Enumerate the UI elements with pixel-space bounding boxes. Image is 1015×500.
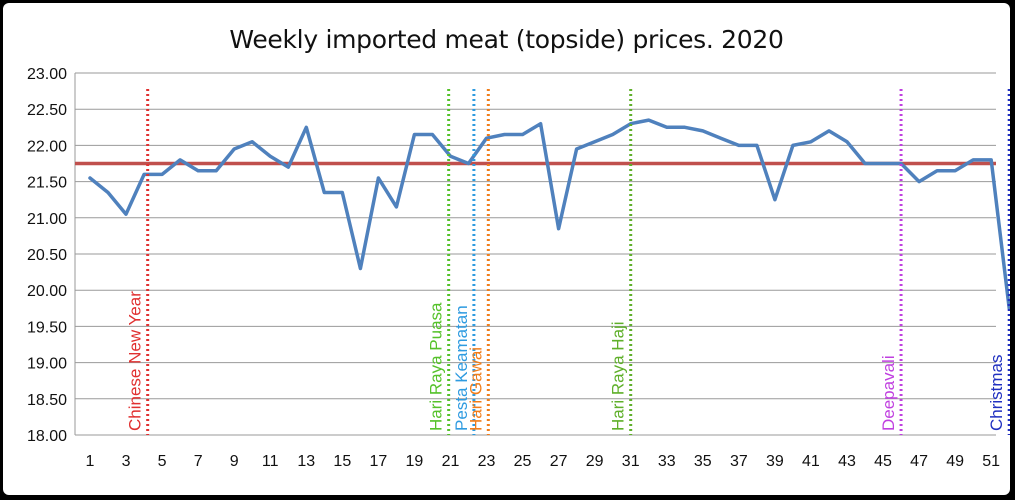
x-tick-label: 11 (262, 453, 279, 470)
price-series-line (88, 118, 1010, 311)
x-tick-label: 23 (478, 453, 496, 470)
x-tick-label: 49 (946, 453, 964, 470)
x-tick-label: 7 (194, 453, 203, 470)
x-tick-label: 15 (333, 453, 351, 470)
gridlines (74, 72, 996, 436)
event-label: Hari Gawai (466, 347, 485, 431)
y-tick-label: 19.00 (27, 356, 67, 373)
x-tick-label: 1 (86, 453, 95, 470)
x-tick-label: 25 (514, 453, 532, 470)
chart-frame: Weekly imported meat (topside) prices. 2… (3, 3, 1010, 495)
y-tick-label: 18.00 (27, 428, 67, 445)
y-tick-label: 18.50 (27, 392, 67, 409)
x-tick-label: 13 (297, 453, 315, 470)
x-tick-label: 47 (910, 453, 928, 470)
y-tick-label: 20.50 (27, 247, 67, 264)
x-tick-label: 51 (982, 453, 1000, 470)
x-tick-label: 21 (442, 453, 460, 470)
y-tick-label: 19.50 (27, 319, 67, 336)
x-tick-label: 29 (586, 453, 604, 470)
x-tick-label: 39 (766, 453, 784, 470)
x-tick-label: 37 (730, 453, 748, 470)
x-tick-label: 33 (658, 453, 676, 470)
y-tick-label: 21.50 (27, 175, 67, 192)
series-group (88, 118, 1010, 311)
x-tick-label: 43 (838, 453, 856, 470)
event-label: Pesta Keamatan (452, 305, 471, 431)
event-label: Hari Raya Puasa (427, 302, 446, 431)
y-tick-label: 22.50 (27, 102, 67, 119)
x-tick-label: 19 (406, 453, 424, 470)
y-axis: 18.00 18.50 19.00 19.50 20.00 20.50 21.00 21.50… (27, 66, 67, 445)
event-label: Chinese New Year (126, 291, 145, 431)
event-label: Deepavali (879, 355, 898, 431)
y-tick-label: 21.00 (27, 211, 67, 228)
x-tick-label: 41 (802, 453, 820, 470)
y-tick-label: 20.00 (27, 283, 67, 300)
event-label: Hari Raya Haji (609, 321, 628, 431)
chart-title: Weekly imported meat (topside) prices. 2… (229, 25, 784, 54)
x-tick-label: 17 (369, 453, 387, 470)
x-tick-label: 45 (874, 453, 892, 470)
event-label: Christmas (987, 354, 1006, 431)
y-tick-label: 23.00 (27, 66, 67, 83)
x-tick-label: 5 (158, 453, 167, 470)
x-tick-label: 35 (694, 453, 712, 470)
x-tick-label: 31 (622, 453, 640, 470)
x-tick-label: 9 (230, 453, 239, 470)
y-tick-label: 22.00 (27, 138, 67, 155)
x-tick-label: 27 (550, 453, 568, 470)
x-axis: 1 3 5 7 9 11 13 15 17 19 21 23 25 27 29 31 33 35 37 39 41 43 4… (86, 453, 1001, 470)
line-chart: 18.00 18.50 19.00 19.50 20.00 20.50 21.00 21.50… (27, 66, 1010, 470)
event-markers: Chinese New Year Hari Raya Puasa Pesta Kea… (126, 89, 1010, 435)
x-tick-label: 3 (122, 453, 131, 470)
